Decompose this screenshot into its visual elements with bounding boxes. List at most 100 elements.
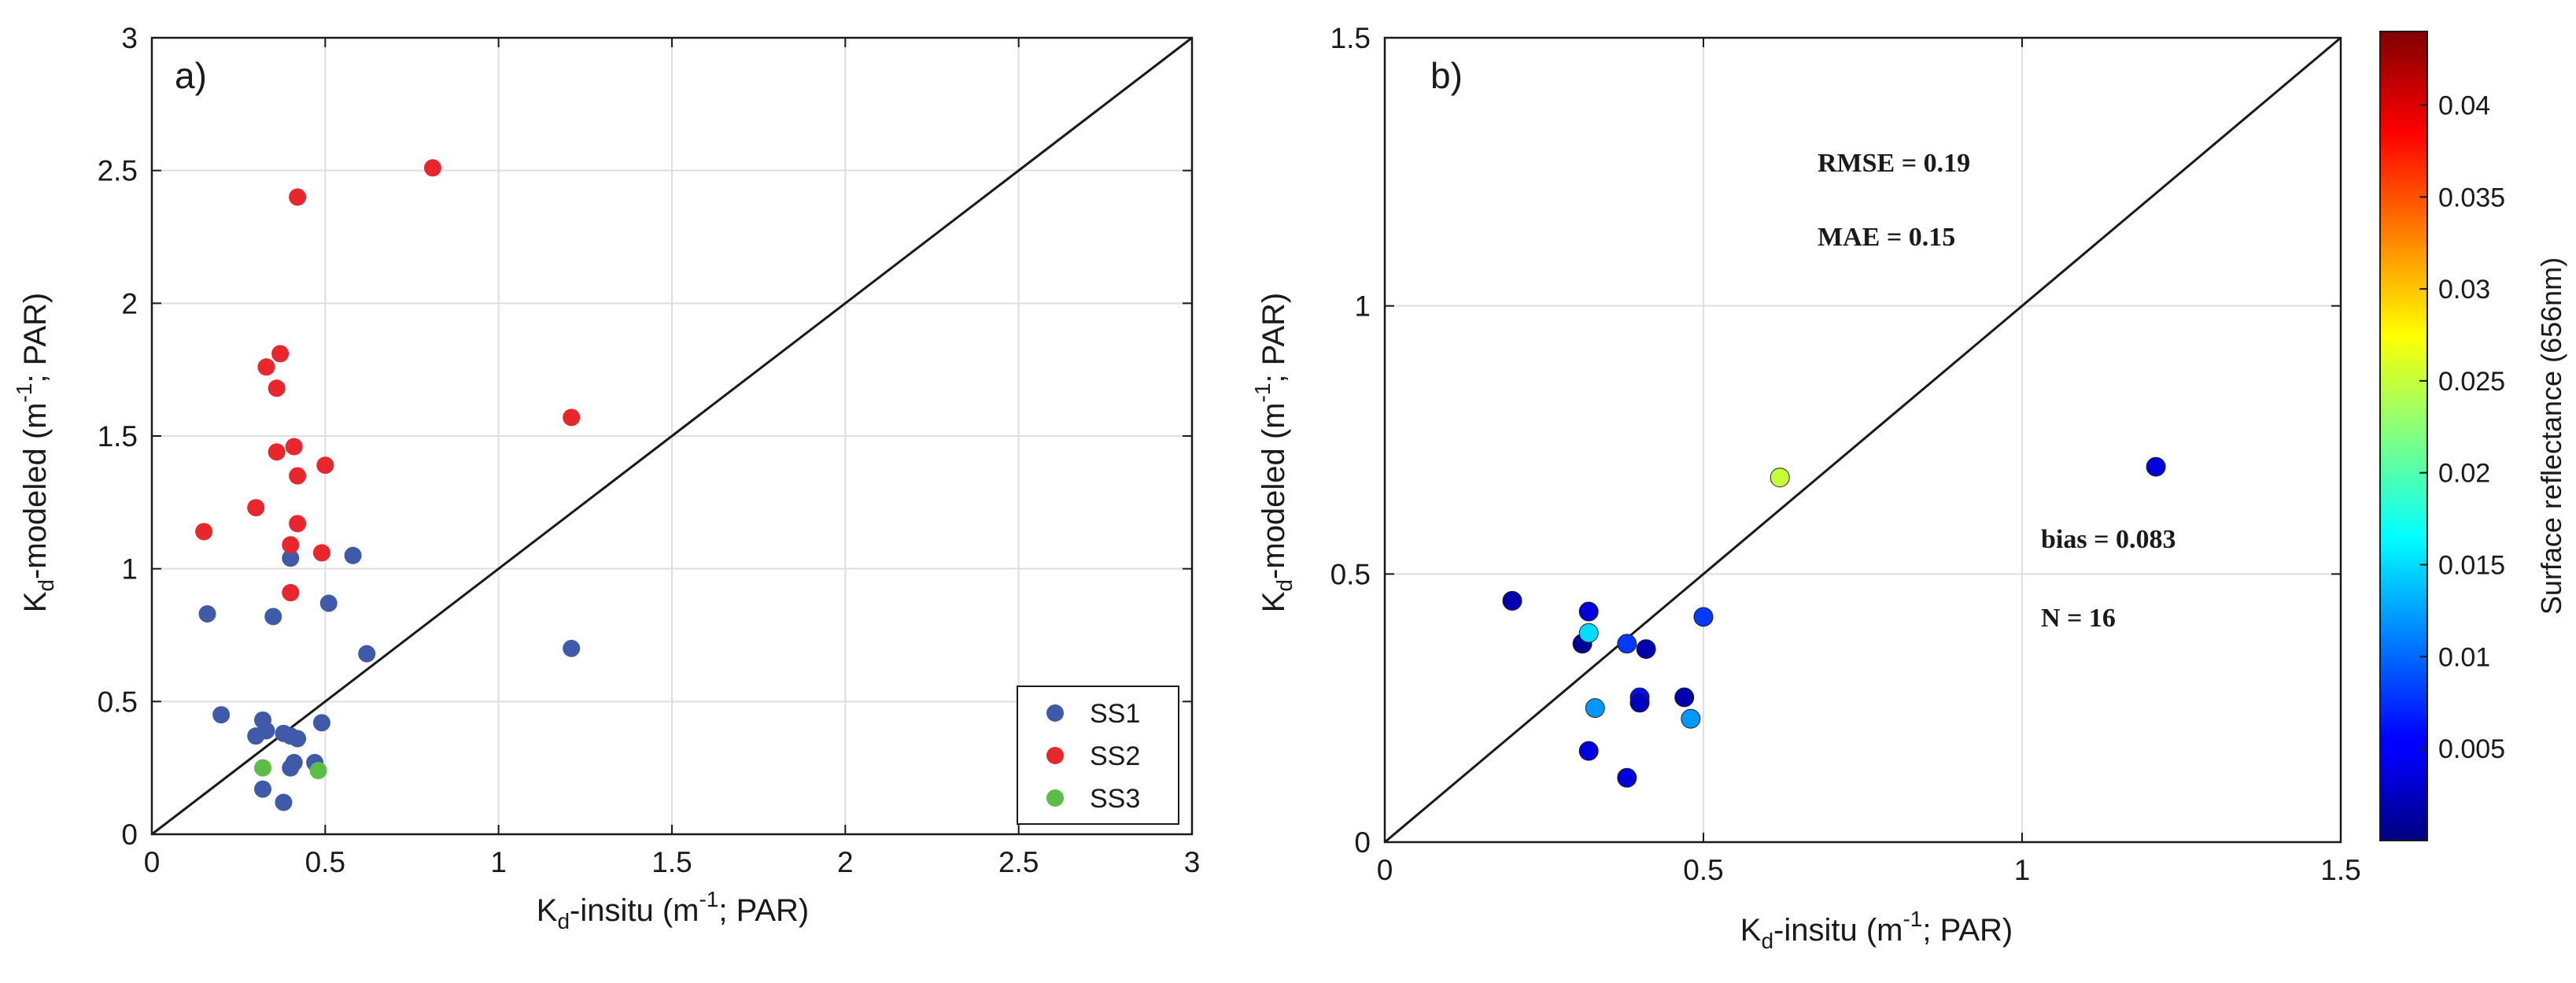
point-ss2 — [285, 438, 303, 456]
x-tick-label: 1 — [490, 846, 507, 878]
panel-b-y-axis-label: Kd-modeled (m-1; PAR) — [1250, 293, 1297, 613]
point-colored — [1629, 693, 1650, 713]
panel-b-axes-frame — [1383, 36, 2342, 844]
y-tick-label: 0 — [1354, 826, 1371, 859]
x-tick-label: 1.5 — [2320, 854, 2360, 886]
panel-b: 0 0.5 1 1.5 0 0.5 1 1.5 b) RMSE = 0.19 MAE = 0.… — [1250, 22, 2567, 953]
y-tick-label: 0 — [121, 819, 138, 851]
point-ss2 — [289, 515, 307, 533]
legend-entry: SS1 — [1090, 699, 1140, 729]
panel-b-points — [1502, 456, 2166, 788]
point-ss1 — [282, 759, 300, 777]
panel-b-ticks: 0 0.5 1 1.5 0 0.5 1 1.5 — [1330, 22, 2361, 886]
colorbar-tick-label: 0.005 — [2438, 734, 2505, 764]
point-ss1 — [257, 722, 275, 740]
point-ss2 — [563, 408, 581, 427]
y-tick-label: 0.5 — [1330, 558, 1371, 590]
point-ss1 — [275, 793, 293, 811]
point-ss2 — [282, 584, 300, 602]
colorbar-tick-label: 0.01 — [2438, 642, 2490, 672]
point-ss1 — [289, 730, 307, 748]
colorbar-tick-label: 0.035 — [2438, 183, 2505, 212]
x-tick-label: 1.5 — [651, 846, 692, 878]
colorbar — [2379, 31, 2428, 841]
point-colored — [1674, 687, 1695, 708]
point-ss1 — [264, 608, 282, 626]
point-ss1 — [319, 594, 338, 612]
point-ss1 — [312, 714, 330, 732]
panel-b-label: b) — [1430, 55, 1463, 96]
x-tick-label: 2 — [837, 846, 854, 878]
point-ss1 — [563, 639, 581, 657]
point-ss3 — [309, 762, 327, 780]
point-colored — [1681, 708, 1701, 729]
legend-marker — [1046, 704, 1064, 722]
x-tick-label: 1 — [2014, 854, 2031, 886]
panel-a-ticks: 0 0.5 1 1.5 2 2.5 3 0 0.5 1 1.5 2 2.5 3 — [98, 22, 1201, 878]
point-ss2 — [289, 467, 307, 485]
point-ss1 — [358, 645, 376, 663]
y-tick-label: 0.5 — [98, 686, 138, 718]
panel-a-points — [195, 159, 581, 811]
panel-b-one-to-one-line — [1384, 36, 2342, 844]
legend-box — [1017, 686, 1179, 825]
point-ss2 — [247, 499, 265, 517]
point-ss1 — [282, 549, 300, 567]
colorbar-ticks: 0.005 0.01 0.015 0.02 0.025 0.03 0.035 0.04 — [2419, 91, 2505, 764]
point-ss2 — [271, 345, 290, 363]
point-ss1 — [254, 780, 272, 798]
point-ss2 — [312, 544, 330, 562]
point-ss2 — [268, 443, 286, 461]
point-colored — [1636, 639, 1656, 660]
panel-a-one-to-one-line — [151, 36, 1193, 836]
mae-annotation: MAE = 0.15 — [1818, 223, 1955, 252]
y-tick-label: 1 — [121, 553, 138, 586]
x-tick-label: 0 — [1377, 854, 1393, 886]
y-tick-label: 3 — [121, 22, 138, 54]
colorbar-tick-label: 0.03 — [2438, 275, 2490, 305]
panel-a-x-axis-label: Kd-insitu (m-1; PAR) — [537, 887, 809, 933]
point-ss2 — [423, 159, 441, 177]
point-colored — [1502, 590, 1522, 611]
point-colored — [1578, 601, 1599, 622]
point-ss3 — [254, 759, 272, 777]
rmse-annotation: RMSE = 0.19 — [1818, 149, 1970, 178]
legend-entry: SS3 — [1090, 784, 1140, 814]
panel-a-legend: SS1 SS2 SS3 — [1017, 686, 1179, 825]
point-ss1 — [212, 706, 231, 724]
point-ss2 — [257, 358, 275, 376]
panel-a: 0 0.5 1 1.5 2 2.5 300.511.522.53 a) SS1SS2SS3 … — [12, 22, 1200, 933]
y-tick-label: 1.5 — [98, 420, 138, 453]
legend-entry: SS2 — [1090, 741, 1140, 771]
x-tick-label: 2.5 — [998, 846, 1039, 878]
point-colored — [1693, 607, 1714, 627]
colorbar-tick-label: 0.02 — [2438, 459, 2490, 489]
y-tick-label: 1 — [1354, 290, 1371, 323]
n-annotation: N = 16 — [2041, 604, 2116, 633]
colorbar-tick-label: 0.025 — [2438, 367, 2505, 397]
colorbar-tick-label: 0.015 — [2438, 551, 2505, 581]
y-tick-label: 1.5 — [1330, 22, 1371, 54]
point-ss2 — [316, 456, 334, 475]
panel-b-grid — [1385, 38, 2341, 842]
point-colored — [1770, 467, 1790, 488]
x-tick-label: 3 — [1184, 846, 1201, 878]
point-ss1 — [198, 605, 216, 623]
colorbar-tick-label: 0.04 — [2438, 91, 2490, 120]
panel-a-label: a) — [175, 55, 207, 96]
point-ss2 — [282, 536, 300, 554]
legend-marker — [1046, 789, 1064, 807]
y-tick-label: 2 — [121, 287, 138, 320]
point-ss2 — [268, 379, 286, 397]
x-tick-label: 0 — [144, 846, 161, 878]
colorbar-label: Surface reflectance (656nm) — [2535, 257, 2567, 615]
x-tick-label: 0.5 — [305, 846, 345, 878]
legend-marker — [1046, 747, 1064, 764]
point-colored — [1617, 767, 1637, 788]
panel-a-y-axis-label: Kd-modeled (m-1; PAR) — [12, 293, 58, 613]
point-colored — [1585, 698, 1605, 719]
y-tick-label: 2.5 — [98, 155, 138, 187]
point-ss2 — [289, 188, 307, 206]
point-colored — [1578, 623, 1599, 643]
